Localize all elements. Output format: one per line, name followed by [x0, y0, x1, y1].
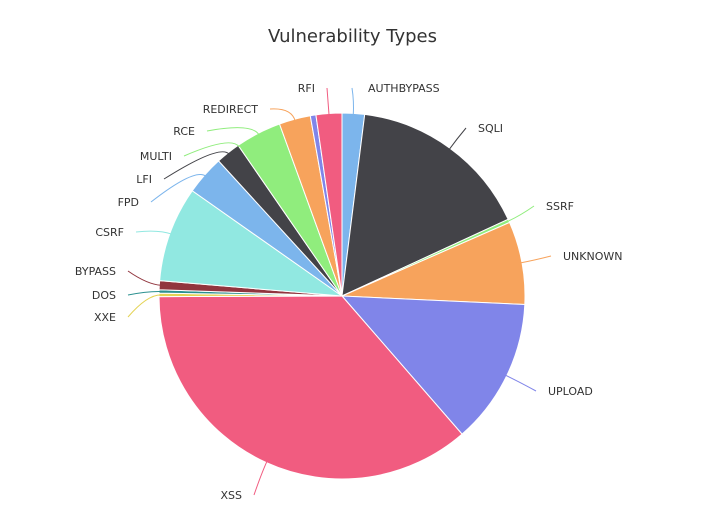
slice-label-rfi: RFI: [298, 82, 315, 95]
slice-label-unknown: UNKNOWN: [563, 250, 623, 263]
connector-fpd: [150, 173, 207, 203]
connector-bypass: [127, 270, 162, 286]
connector-authbypass: [351, 87, 355, 116]
connector-lfi: [163, 151, 230, 180]
connector-multi: [183, 142, 240, 157]
chart-title: Vulnerability Types: [268, 26, 437, 47]
slice-label-rce: RCE: [173, 125, 195, 138]
slice-label-dos: DOS: [92, 289, 116, 302]
connector-csrf: [135, 230, 173, 235]
slice-label-bypass: BYPASS: [75, 265, 116, 278]
slice-label-fpd: FPD: [118, 196, 139, 209]
slice-label-sqli: SQLI: [478, 122, 503, 135]
connector-xxe: [127, 294, 162, 318]
connector-sqli: [448, 127, 467, 151]
slice-label-lfi: LFI: [136, 173, 152, 186]
connector-xss: [253, 460, 268, 496]
slice-label-csrf: CSRF: [95, 226, 124, 239]
connector-upload: [504, 374, 537, 392]
connector-ssrf: [506, 205, 535, 223]
slice-label-xss: XSS: [220, 489, 242, 502]
slice-label-upload: UPLOAD: [548, 385, 593, 398]
connector-redirect: [269, 108, 296, 122]
connector-rfi: [326, 87, 330, 116]
slice-label-multi: MULTI: [140, 150, 172, 163]
connector-rce: [206, 127, 260, 136]
slice-label-xxe: XXE: [94, 311, 116, 324]
slice-label-authbypass: AUTHBYPASS: [368, 82, 440, 95]
connector-unknown: [519, 255, 552, 264]
slice-label-redirect: REDIRECT: [203, 103, 259, 116]
connector-dos: [127, 290, 162, 296]
slice-label-ssrf: SSRF: [546, 200, 574, 213]
